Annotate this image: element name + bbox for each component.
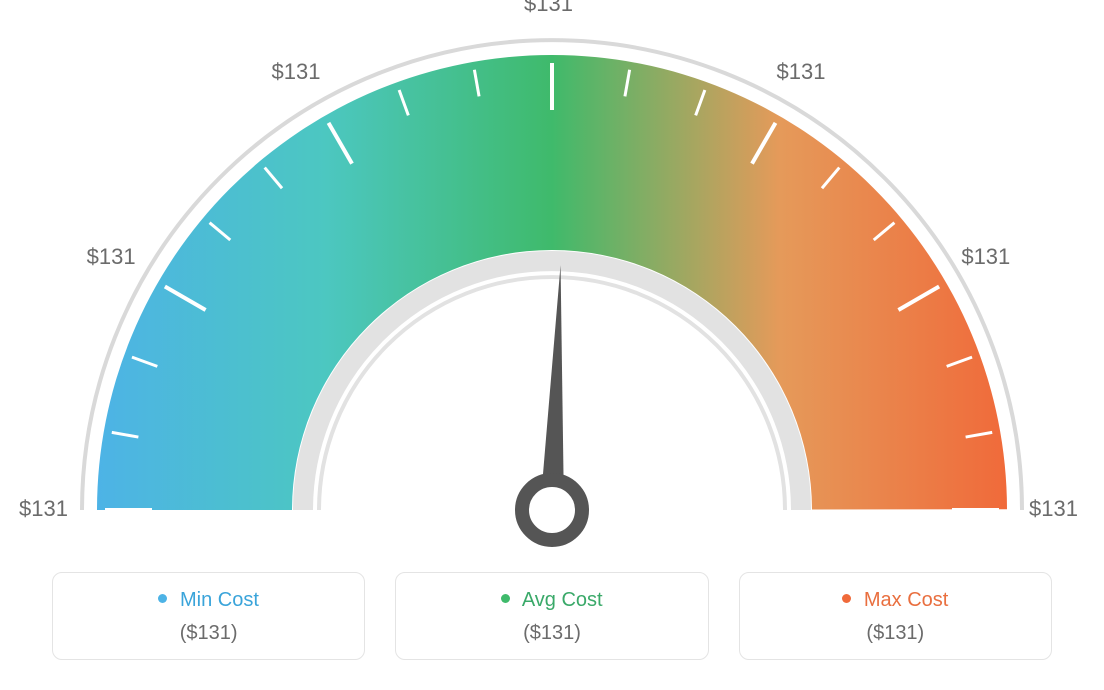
dot-icon (842, 594, 851, 603)
legend-avg-title: Avg Cost (396, 589, 707, 612)
gauge-tick-label: $131 (1029, 496, 1078, 522)
legend-card-min: Min Cost ($131) (52, 572, 365, 660)
legend-card-avg: Avg Cost ($131) (395, 572, 708, 660)
dot-icon (158, 594, 167, 603)
legend-avg-value: ($131) (396, 622, 707, 645)
legend-max-title: Max Cost (740, 589, 1051, 612)
dot-icon (501, 594, 510, 603)
gauge-svg (52, 10, 1052, 560)
legend-min-label: Min Cost (180, 589, 259, 611)
gauge-chart: $131 $131 $131 $131 $131 $131 $131 (0, 0, 1104, 560)
gauge-tick-label: $131 (777, 59, 826, 85)
gauge-tick-label: $131 (87, 244, 136, 270)
legend-max-value: ($131) (740, 622, 1051, 645)
legend-max-label: Max Cost (864, 589, 948, 611)
gauge-tick-label: $131 (19, 496, 68, 522)
legend-row: Min Cost ($131) Avg Cost ($131) Max Cost… (52, 572, 1052, 660)
gauge-tick-label: $131 (272, 59, 321, 85)
legend-card-max: Max Cost ($131) (739, 572, 1052, 660)
legend-avg-label: Avg Cost (522, 589, 603, 611)
legend-min-title: Min Cost (53, 589, 364, 612)
legend-min-value: ($131) (53, 622, 364, 645)
gauge-tick-label: $131 (961, 244, 1010, 270)
gauge-tick-label: $131 (524, 0, 573, 17)
